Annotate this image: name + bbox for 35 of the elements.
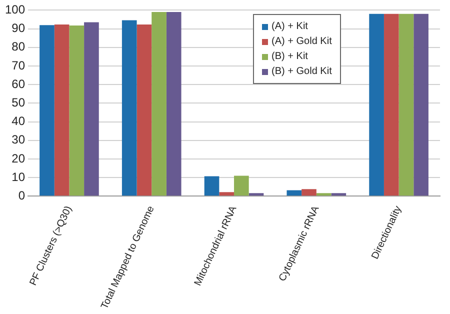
bar bbox=[152, 12, 166, 196]
bar bbox=[286, 190, 302, 196]
bar bbox=[384, 14, 399, 196]
legend-label: (A) + Gold Kit bbox=[272, 35, 332, 50]
bar bbox=[69, 25, 84, 196]
bar bbox=[122, 20, 137, 196]
legend-label: (A) + Kit bbox=[272, 20, 308, 34]
bar bbox=[166, 12, 182, 196]
y-tick-label: 90 bbox=[12, 21, 26, 36]
y-tick-label: 60 bbox=[12, 76, 26, 91]
bar bbox=[40, 25, 54, 196]
legend-label: (B) + Kit bbox=[272, 50, 308, 64]
y-tick-label: 50 bbox=[12, 95, 26, 110]
y-tick-label: 70 bbox=[12, 58, 26, 72]
bar bbox=[398, 14, 414, 196]
bar bbox=[204, 176, 220, 196]
y-tick-label: 40 bbox=[12, 114, 26, 128]
y-tick-label: 80 bbox=[12, 40, 26, 54]
legend-label: (B) + Gold Kit bbox=[272, 65, 332, 80]
y-tick-label: 100 bbox=[4, 2, 26, 17]
bar bbox=[414, 14, 428, 196]
bar bbox=[369, 14, 384, 196]
bar bbox=[219, 192, 234, 196]
bar bbox=[316, 193, 332, 196]
bar bbox=[302, 189, 316, 196]
bar bbox=[136, 24, 152, 196]
bar bbox=[54, 24, 70, 196]
bar bbox=[234, 176, 249, 196]
y-tick-label: 30 bbox=[12, 132, 26, 147]
y-tick-label: 0 bbox=[18, 188, 26, 202]
bar bbox=[331, 193, 346, 196]
bar bbox=[84, 22, 99, 196]
y-tick-label: 10 bbox=[12, 170, 26, 184]
bar bbox=[248, 193, 264, 196]
y-tick-label: 20 bbox=[12, 151, 26, 166]
